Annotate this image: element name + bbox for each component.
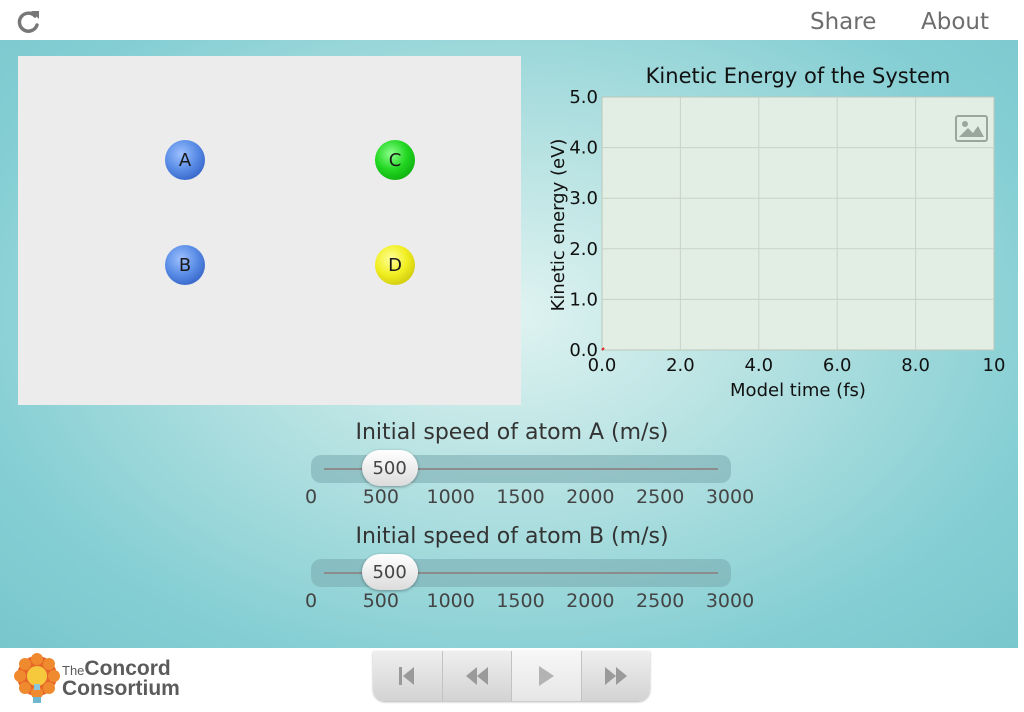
reload-icon[interactable] [14,8,42,36]
atom-d-label: D [388,254,402,276]
slider-tick-label: 500 [362,486,399,508]
y-tick-label: 4.0 [569,138,598,159]
y-tick-labels: 0.0 1.0 2.0 3.0 4.0 5.0 [569,87,598,361]
step-back-button[interactable] [443,651,512,701]
slider-tick-label: 3000 [705,486,755,508]
image-icon[interactable] [955,115,988,142]
slider-a-title: Initial speed of atom A (m/s) [355,420,669,445]
slider-tick-label: 2000 [566,590,615,612]
concord-logo[interactable]: TheConcord Consortium [62,657,180,700]
slider-a-handle[interactable]: 500 [361,450,418,486]
slider-b-value: 500 [372,561,407,583]
logo-the: The [62,663,85,678]
x-tick-label: 0.0 [588,355,617,376]
atom-b-label: B [178,254,192,276]
x-tick-label: 6.0 [823,355,852,376]
atom-a-label: A [178,149,192,171]
x-tick-labels: 0.0 2.0 4.0 6.0 8.0 10 [588,355,1006,376]
concord-logo-icon[interactable] [14,653,60,705]
top-bar: Share About [0,0,1024,40]
slider-tick-label: 0 [304,590,318,612]
y-tick-label: 3.0 [569,188,598,209]
play-icon [539,666,555,686]
grid-lines [602,97,994,350]
model-view[interactable]: A B C D [18,56,521,405]
slider-b-title: Initial speed of atom B (m/s) [355,524,669,549]
x-tick-label: 10 [983,355,1006,376]
x-tick-label: 2.0 [666,355,695,376]
playback-controls [373,651,650,701]
logo-concord: Concord [84,657,171,680]
atom-c-label: C [388,149,402,171]
graph-title: Kinetic Energy of the System [645,64,951,88]
kinetic-energy-graph[interactable]: 0.0 2.0 4.0 6.0 8.0 10 0.0 1.0 2.0 3.0 4.0 5.0 Mod… [540,80,1020,405]
atom-c[interactable]: C [375,140,415,180]
skip-to-start-icon [399,667,415,685]
series-point [601,347,605,351]
rewind-icon [465,667,488,685]
slider-b-handle[interactable]: 500 [361,554,418,590]
x-tick-label: 4.0 [744,355,773,376]
play-button[interactable] [512,651,582,701]
x-axis-label: Model time (fs) [730,380,866,401]
slider-tick-label: 500 [362,590,399,612]
slider-tick-label: 1500 [496,486,545,508]
reset-button[interactable] [373,651,443,701]
slider-b-line [324,572,718,574]
slider-tick-label: 2000 [566,486,615,508]
slider-tick-label: 2500 [635,590,685,612]
slider-tick-label: 1500 [496,590,545,612]
slider-tick-label: 1000 [426,590,475,612]
share-link[interactable]: Share [810,9,877,35]
slider-tick-label: 1000 [426,486,475,508]
y-tick-label: 0.0 [569,340,598,361]
plot-area [601,96,995,351]
atom-b[interactable]: B [165,245,205,285]
y-tick-label: 5.0 [569,87,598,108]
slider-tick-label: 2500 [635,486,685,508]
y-tick-label: 2.0 [569,239,598,260]
slider-tick-label: 3000 [705,590,755,612]
right-border [1018,40,1024,648]
slider-a-line [324,468,718,470]
slider-a-value: 500 [372,457,407,479]
step-forward-button[interactable] [582,651,651,701]
slider-tick-label: 0 [304,486,318,508]
series-line [601,347,605,351]
atom-d[interactable]: D [375,245,415,285]
fast-forward-icon [604,667,627,685]
x-tick-label: 8.0 [901,355,930,376]
logo-consortium: Consortium [62,677,180,700]
about-link[interactable]: About [921,9,990,35]
y-axis-label: Kinetic energy (eV) [548,139,569,312]
y-tick-label: 1.0 [569,289,598,310]
atom-a[interactable]: A [165,140,205,180]
